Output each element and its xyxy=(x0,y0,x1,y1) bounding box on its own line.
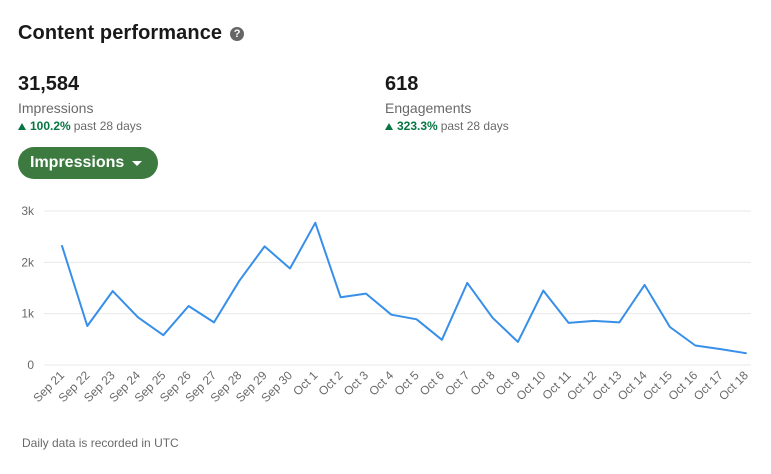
arrow-up-icon xyxy=(385,122,393,130)
data-point[interactable] xyxy=(312,220,318,226)
impressions-series-line xyxy=(61,221,747,355)
engagements-change: 323.3% past 28 days xyxy=(385,118,509,134)
impressions-change-period: past 28 days xyxy=(73,119,142,133)
engagements-change-percent: 323.3% xyxy=(397,119,438,133)
data-point[interactable] xyxy=(110,288,116,294)
data-point[interactable] xyxy=(591,318,597,324)
metric-impressions: 31,584 Impressions 100.2% past 28 days xyxy=(18,72,142,134)
question-circle-icon[interactable]: ? xyxy=(230,27,245,41)
page-title: Content performance xyxy=(18,22,223,44)
data-point[interactable] xyxy=(439,337,445,343)
x-tick-label: Oct 2 xyxy=(316,368,346,398)
caret-down-icon xyxy=(132,161,143,166)
impressions-value: 31,584 xyxy=(18,73,80,95)
data-point[interactable] xyxy=(135,314,141,320)
data-point[interactable] xyxy=(59,243,65,249)
data-point[interactable] xyxy=(236,278,242,284)
data-point[interactable] xyxy=(667,324,673,330)
data-point[interactable] xyxy=(692,342,698,348)
x-tick-label: Oct 18 xyxy=(716,368,751,403)
metric-engagements: 618 Engagements 323.3% past 28 days xyxy=(385,72,509,134)
data-point[interactable] xyxy=(287,265,293,271)
header: Content performance ? xyxy=(18,22,245,45)
data-point[interactable] xyxy=(211,319,217,325)
x-tick-label: Oct 8 xyxy=(468,368,498,398)
data-point[interactable] xyxy=(515,339,521,345)
data-point[interactable] xyxy=(84,323,90,329)
data-point[interactable] xyxy=(414,316,420,322)
engagements-value: 618 xyxy=(385,73,419,95)
chart-line-layer xyxy=(59,220,749,356)
metric-dropdown-button[interactable]: Impressions xyxy=(18,147,159,179)
data-point[interactable] xyxy=(642,282,648,288)
x-tick-label: Oct 3 xyxy=(341,368,371,398)
chart-grid xyxy=(44,210,751,366)
data-point[interactable] xyxy=(464,280,470,286)
y-tick-label: 3k xyxy=(21,204,35,218)
utc-note: Daily data is recorded in UTC xyxy=(22,436,179,450)
x-tick-label: Oct 6 xyxy=(417,368,447,398)
y-tick-label: 2k xyxy=(21,255,35,269)
engagements-label: Engagements xyxy=(385,100,472,116)
x-tick-label: Oct 5 xyxy=(392,368,422,398)
data-point[interactable] xyxy=(616,319,622,325)
data-point[interactable] xyxy=(388,312,394,318)
y-tick-label: 0 xyxy=(27,358,34,372)
data-point[interactable] xyxy=(338,294,344,300)
x-tick-label: Oct 7 xyxy=(442,368,472,398)
metric-dropdown-label: Impressions xyxy=(30,154,125,171)
data-point[interactable] xyxy=(540,288,546,294)
impressions-change: 100.2% past 28 days xyxy=(18,118,142,134)
data-point[interactable] xyxy=(566,320,572,326)
engagements-change-period: past 28 days xyxy=(440,119,509,133)
chart-y-ticks: 0 1k 2k 3k xyxy=(21,204,35,372)
y-tick-label: 1k xyxy=(21,307,35,321)
arrow-up-icon xyxy=(18,122,26,130)
x-tick-label: Oct 1 xyxy=(290,368,320,398)
x-tick-label: Oct 4 xyxy=(366,368,396,398)
data-point[interactable] xyxy=(490,315,496,321)
impressions-label: Impressions xyxy=(18,100,94,116)
data-point[interactable] xyxy=(186,303,192,309)
impressions-change-percent: 100.2% xyxy=(30,119,71,133)
data-point[interactable] xyxy=(262,243,268,249)
data-point[interactable] xyxy=(743,350,749,356)
data-point[interactable] xyxy=(363,291,369,297)
data-point[interactable] xyxy=(718,346,724,352)
data-point[interactable] xyxy=(160,332,166,338)
